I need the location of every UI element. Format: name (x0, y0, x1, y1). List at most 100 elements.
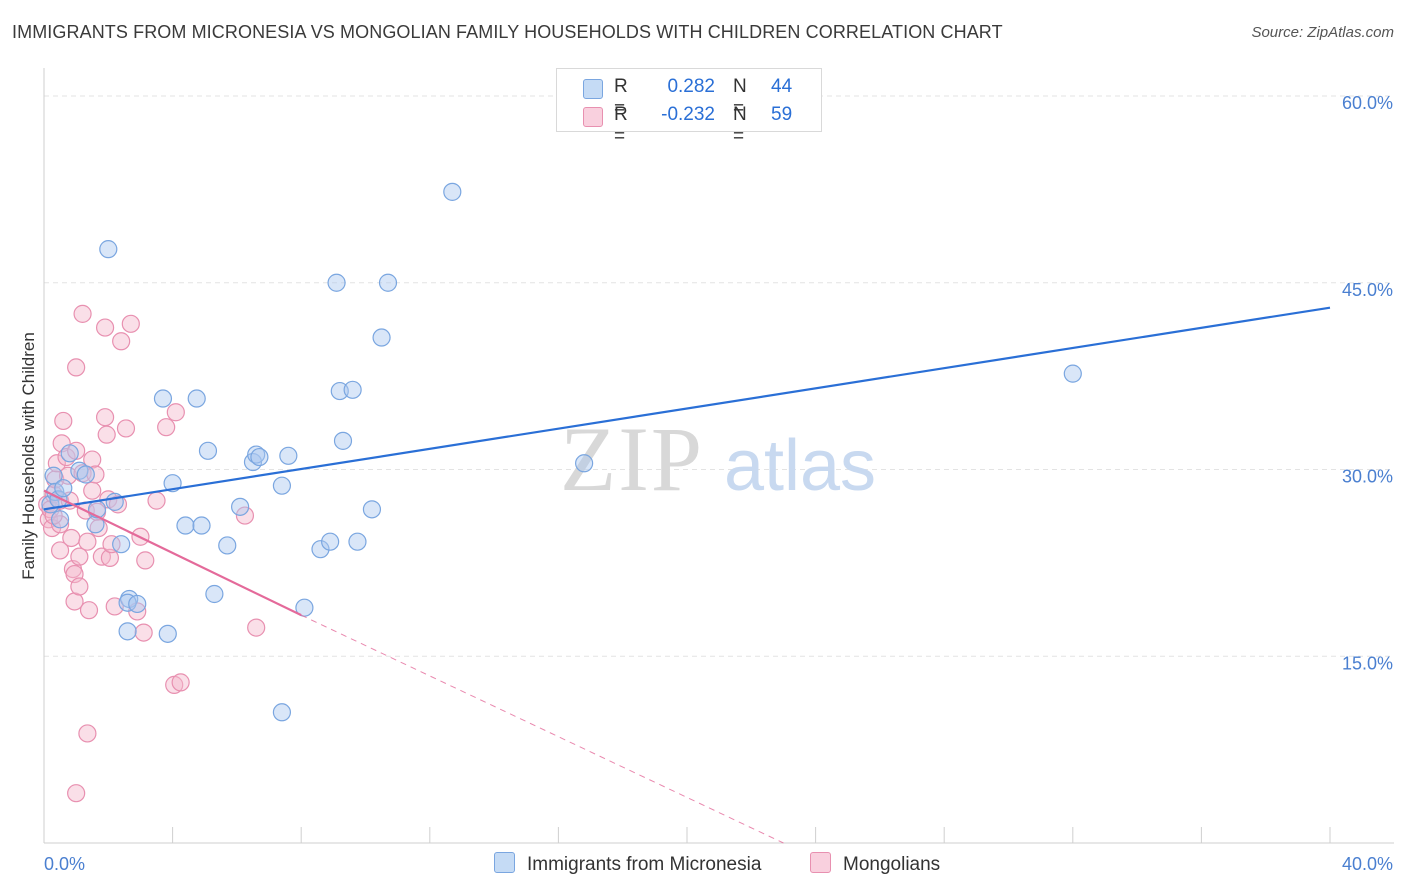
micronesia-point (118, 593, 137, 612)
micronesia-point (362, 500, 382, 519)
mongolian-point (247, 618, 266, 637)
micronesia-point (348, 532, 367, 551)
mongolian-point (67, 784, 86, 803)
micronesia-point (1063, 364, 1082, 383)
y-axis-label: Family Households with Children (19, 332, 38, 580)
legend-n-label: N = (733, 104, 747, 147)
micronesia-point (272, 476, 292, 495)
x-tick-label: 40.0% (1342, 854, 1393, 874)
mongolian-point (78, 532, 97, 551)
legend-swatch-blue (494, 852, 515, 873)
legend-label-micronesia: Immigrants from Micronesia (527, 854, 762, 875)
micronesia-point (99, 240, 118, 259)
series-micronesia (41, 182, 1082, 722)
source-label: Source: ZipAtlas.com (1251, 24, 1394, 41)
mongolian-point (166, 403, 185, 422)
mongolian-point (147, 491, 166, 510)
mongolian-point (95, 408, 115, 427)
mongolian-point (54, 411, 73, 431)
legend-r-label: R = (614, 76, 628, 119)
micronesia-point (333, 431, 353, 450)
micronesia-point (105, 492, 124, 511)
micronesia-point (60, 444, 79, 463)
mongolian-point (62, 528, 81, 548)
micronesia-point (187, 389, 206, 408)
chart-title: IMMIGRANTS FROM MICRONESIA VS MONGOLIAN … (12, 22, 1003, 42)
y-tick-label: 30.0% (1342, 467, 1393, 487)
micronesia-point (372, 328, 391, 347)
mongolian-point (70, 577, 89, 596)
mongolian-point (134, 623, 153, 642)
micronesia-point (250, 447, 269, 467)
mongolian-point (95, 318, 115, 337)
micronesia-point (272, 703, 292, 722)
mongolian-trend-line (43, 489, 302, 617)
mongolian-point (112, 332, 131, 351)
axes (43, 68, 1394, 844)
micronesia-point (198, 441, 218, 460)
micronesia-point (218, 536, 237, 555)
micronesia-point (231, 497, 250, 516)
legend-swatch-pink (583, 107, 603, 127)
y-tick-label: 15.0% (1342, 653, 1393, 673)
micronesia-point (311, 540, 330, 559)
micronesia-point (112, 535, 131, 554)
micronesia-point (378, 273, 398, 292)
legend-label-mongolians: Mongolians (843, 854, 941, 875)
micronesia-point (153, 389, 173, 408)
mongolian-point (100, 548, 120, 567)
micronesia-point (158, 624, 177, 643)
mongolian-point (79, 601, 99, 620)
legend-r-value: 0.282 (667, 76, 715, 97)
legend-swatch-pink (810, 852, 831, 873)
tick-labels: 15.0% 30.0% 45.0% 60.0% 0.0% 40.0% (44, 93, 1393, 874)
micronesia-point (76, 465, 95, 484)
mongolian-point (67, 358, 86, 377)
legend-n-value: 59 (771, 104, 793, 125)
x-tick-label: 0.0% (44, 854, 85, 874)
mongolian-point (108, 495, 128, 514)
mongolian-point (171, 673, 190, 692)
legend-swatch-blue (583, 79, 603, 99)
micronesia-point (343, 380, 362, 399)
grid-lines (44, 95, 1394, 657)
legend-item-mongolians: Mongolians (810, 852, 940, 876)
watermark: ZIP atlas (560, 408, 876, 510)
micronesia-point (205, 584, 224, 604)
correlation-legend: R = 0.282 N = 44 R = -0.232 N = 59 (556, 68, 822, 147)
legend-r-label: R = (614, 104, 628, 147)
micronesia-point (44, 466, 63, 485)
mongolian-point (50, 541, 70, 560)
mongolian-point (121, 314, 140, 333)
micronesia-point (443, 182, 462, 201)
mongolian-point (70, 547, 89, 566)
micronesia-point (330, 381, 349, 401)
watermark-atlas: atlas (724, 426, 876, 506)
mongolian-point (83, 481, 102, 500)
mongolian-point (83, 450, 102, 469)
micronesia-point (176, 516, 195, 535)
mongolian-point (97, 425, 116, 444)
trend-lines (43, 306, 1331, 844)
legend-n-label: N = (733, 76, 747, 119)
micronesia-point (54, 479, 73, 498)
micronesia-point (321, 532, 340, 551)
micronesia-point (327, 273, 346, 292)
legend-item-micronesia: Immigrants from Micronesia (494, 852, 761, 876)
micronesia-point (192, 516, 211, 535)
mongolian-point (235, 506, 255, 525)
micronesia-point (50, 510, 70, 529)
legend-n-value: 44 (771, 76, 793, 97)
y-tick-label: 45.0% (1342, 280, 1393, 300)
micronesia-point (128, 594, 147, 614)
legend-r-value: -0.232 (661, 104, 715, 125)
micronesia-point (118, 622, 137, 641)
micronesia-point (575, 454, 594, 473)
mongolian-point (116, 419, 136, 438)
mongolian-point (136, 551, 155, 570)
mongolian-trend-extension (300, 614, 784, 844)
y-tick-label: 60.0% (1342, 93, 1393, 113)
mongolian-point (102, 535, 121, 554)
micronesia-point (247, 445, 266, 464)
